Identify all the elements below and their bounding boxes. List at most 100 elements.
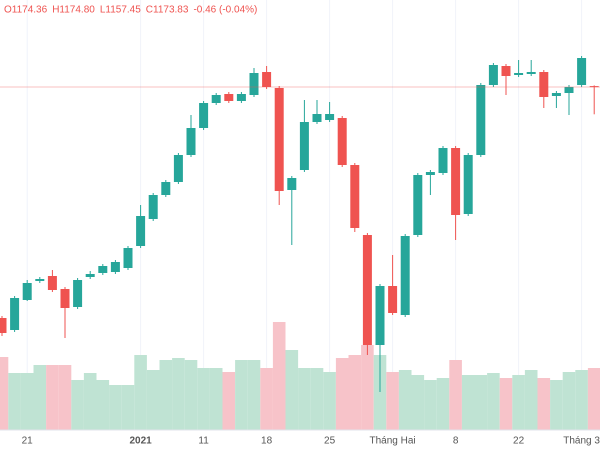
candle-body xyxy=(362,235,372,345)
volume-bar xyxy=(235,360,248,430)
candle-body xyxy=(551,93,561,96)
candle-body xyxy=(476,85,486,155)
ohlc-header: O1174.36 H1174.80 L1157.45 C1173.83 -0.46 (-… xyxy=(4,5,257,16)
candle-body xyxy=(85,274,95,277)
candle-body xyxy=(526,72,536,74)
volume-bar xyxy=(121,385,135,430)
x-tick-label: 11 xyxy=(198,436,209,447)
candle-body xyxy=(413,175,423,235)
volume-bar xyxy=(172,358,185,430)
volume-bar xyxy=(96,380,110,430)
candle-body xyxy=(60,289,70,308)
candle-body xyxy=(299,122,309,170)
volume-bar xyxy=(46,365,59,430)
volume-bar xyxy=(285,350,299,430)
volume-bar xyxy=(71,380,84,430)
candle-body xyxy=(98,266,108,273)
candle-body xyxy=(539,72,549,97)
candle-body xyxy=(35,279,45,281)
volume-bar xyxy=(436,378,450,430)
candle-body xyxy=(287,178,297,190)
candle-body xyxy=(325,114,335,120)
x-tick-label: Tháng Hai xyxy=(370,436,416,447)
volume-bar xyxy=(58,365,72,430)
volume-bar xyxy=(348,355,362,430)
candle-body xyxy=(463,155,473,214)
volume-bar xyxy=(184,360,198,430)
candle-body xyxy=(488,65,498,85)
x-tick-label: 25 xyxy=(324,436,336,447)
volume-bar xyxy=(575,370,588,430)
volume-bar xyxy=(83,373,97,430)
volume-bar xyxy=(474,375,488,430)
candle-body xyxy=(22,283,32,300)
volume-bar xyxy=(298,368,311,430)
volume-bar xyxy=(411,375,425,430)
volume-bar xyxy=(587,368,600,430)
candle-body xyxy=(501,66,511,76)
ohlc-value: H1174.80 xyxy=(52,5,95,16)
volume-bar xyxy=(562,372,576,430)
candle-body xyxy=(123,248,133,268)
volume-bar xyxy=(386,372,399,430)
candle-body xyxy=(274,88,284,191)
candle-body xyxy=(173,155,183,182)
volume-bar xyxy=(323,372,336,430)
volume-bar xyxy=(209,368,223,430)
candle-body xyxy=(136,216,146,246)
volume-bar xyxy=(398,370,412,430)
x-tick-label: 8 xyxy=(453,436,459,447)
x-tick-label: 22 xyxy=(513,436,525,447)
candle-body xyxy=(199,103,209,128)
x-tick-label: Tháng 3 xyxy=(563,436,600,447)
volume-bar xyxy=(512,375,525,430)
candle-body xyxy=(10,298,20,330)
volume-bar xyxy=(247,360,261,430)
candle-body xyxy=(47,276,57,290)
candle-body xyxy=(375,286,385,345)
ohlc-value: L1157.45 xyxy=(100,5,141,16)
candle-body xyxy=(224,94,234,101)
candle-body xyxy=(312,114,322,122)
candle-body xyxy=(249,73,259,95)
candle-body xyxy=(589,86,599,88)
volume-bar xyxy=(449,360,462,430)
volume-bar xyxy=(424,380,437,430)
x-tick-label: 18 xyxy=(261,436,273,447)
volume-bar xyxy=(0,357,9,430)
candle-body xyxy=(388,286,398,313)
volume-bar xyxy=(260,368,273,430)
volume-bar xyxy=(335,358,349,430)
volume-bar xyxy=(8,373,21,430)
volume-bar xyxy=(134,355,147,430)
price-pane xyxy=(0,56,600,392)
candle-body xyxy=(236,94,246,101)
ohlc-value: C1173.83 xyxy=(146,5,189,16)
candle-body xyxy=(514,73,524,75)
volume-bar xyxy=(550,380,563,430)
volume-pane xyxy=(0,322,600,430)
volume-bar xyxy=(109,385,122,430)
candle-body xyxy=(186,128,196,155)
volume-bar xyxy=(33,365,47,430)
volume-bar xyxy=(310,368,324,430)
candle-body xyxy=(73,280,83,307)
volume-bar xyxy=(197,368,210,430)
x-tick-label: 21 xyxy=(22,436,34,447)
volume-bar xyxy=(537,378,551,430)
volume-bar xyxy=(159,360,173,430)
volume-bar xyxy=(272,322,286,430)
candle-body xyxy=(577,58,587,85)
volume-bar xyxy=(499,378,513,430)
candle-body xyxy=(211,95,221,103)
ohlc-value: -0.46 (-0.04%) xyxy=(193,5,257,16)
candle-body xyxy=(400,236,410,315)
candle-body xyxy=(451,148,461,215)
candle-body xyxy=(148,195,158,219)
candle-body xyxy=(425,172,435,175)
candle-body xyxy=(350,165,360,228)
candle-body xyxy=(161,182,171,195)
volume-bar xyxy=(487,373,500,430)
volume-bar xyxy=(222,372,236,430)
